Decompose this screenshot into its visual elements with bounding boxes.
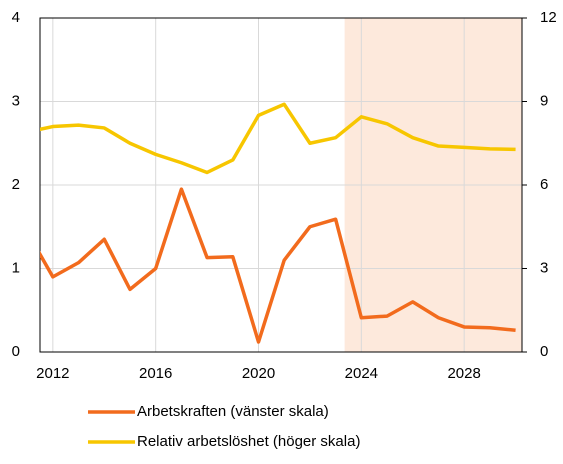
x-tick-label: 2024 xyxy=(345,365,378,382)
series-group xyxy=(40,102,516,344)
y2-tick-label: 0 xyxy=(540,343,548,360)
x-tick-label: 2016 xyxy=(139,365,172,382)
series-line xyxy=(40,102,516,175)
plot-frame xyxy=(39,17,523,353)
y-tick-label: 0 xyxy=(12,343,20,360)
y-tick-label: 4 xyxy=(12,9,20,26)
y-tick-label: 1 xyxy=(12,259,20,276)
series-line xyxy=(40,187,516,344)
x-tick-label: 2020 xyxy=(242,365,275,382)
y-tick-label: 3 xyxy=(12,92,20,109)
y2-tick-label: 9 xyxy=(540,92,548,109)
y2-tick-label: 3 xyxy=(540,259,548,276)
legend-label: Arbetskraften (vänster skala) xyxy=(137,403,329,420)
legend-label: Relativ arbetslöshet (höger skala) xyxy=(137,433,360,450)
x-tick-label: 2028 xyxy=(447,365,480,382)
y2-tick-label: 6 xyxy=(540,176,548,193)
x-tick-label: 2012 xyxy=(36,365,69,382)
y-tick-label: 2 xyxy=(12,176,20,193)
y2-tick-label: 12 xyxy=(540,9,557,26)
